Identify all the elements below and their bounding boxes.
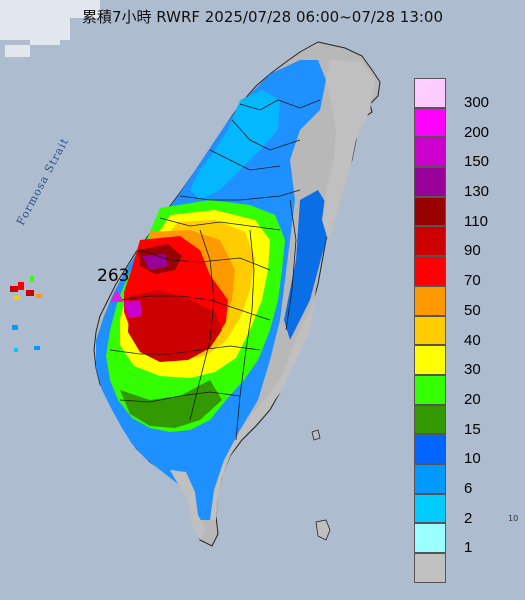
legend-row: 30 [414,345,514,379]
county-borders [109,99,321,441]
legend-label: 110 [464,212,488,230]
legend-row: 2 [414,493,514,527]
corner-mark: 10 [508,514,519,523]
max-value-label: 263 [97,266,130,286]
legend-swatch [414,493,446,524]
legend-label: 90 [464,242,481,260]
legend-label: 30 [464,361,481,379]
legend-row: 90 [414,226,514,260]
legend-row: 20 [414,374,514,408]
legend-row: 300 [414,78,514,111]
legend-swatch [414,345,446,375]
legend-label: 50 [464,301,481,319]
legend-swatch [414,404,446,435]
legend-swatch [414,226,446,257]
legend-label: 200 [464,123,490,141]
legend-label: 2 [464,509,473,527]
legend-swatch [414,196,446,227]
legend-label: 10 [464,450,481,468]
legend-row: 6 [414,463,514,497]
max-value-marker-icon [110,290,124,302]
legend-row: 110 [414,196,514,230]
rain-zone-lightblue [190,90,280,200]
legend-row: 150 [414,137,514,171]
legend-row: 1 [414,523,514,557]
cloud-patches [0,0,100,57]
offshore-rain [10,276,42,352]
legend-swatch [414,374,446,405]
legend-label: 40 [464,331,481,349]
dry-zone-south [170,470,206,540]
legend-swatch [414,167,446,197]
legend-swatch [414,285,446,316]
legend-swatch [414,137,446,168]
legend-row [414,553,514,583]
legend-row: 10 [414,434,514,468]
legend-swatch [414,256,446,286]
legend-label: 15 [464,420,481,438]
rain-zone-purple [142,254,168,270]
legend-row: 40 [414,315,514,349]
legend-label: 20 [464,390,481,408]
legend-row: 50 [414,285,514,319]
page-title: 累積7小時 RWRF 2025/07/28 06:00~07/28 13:00 [81,8,444,26]
rain-zone-darkgreen [120,380,222,428]
legend-label: 70 [464,272,481,290]
legend-swatch [414,434,446,464]
legend-swatch [414,523,446,553]
legend-swatch [414,78,446,108]
legend-swatch [414,107,446,138]
dry-zone-southeast [210,290,316,520]
legend-label: 150 [464,153,490,171]
rain-zone-east-blue [284,190,330,340]
legend-label: 6 [464,479,473,497]
legend-swatch [414,315,446,346]
orchid-island [315,519,331,541]
legend-swatch [414,553,446,583]
rain-zone-magenta [124,300,142,318]
legend-label: 1 [464,539,473,557]
legend-row: 70 [414,256,514,290]
green-island [311,429,321,441]
legend-label: 130 [464,183,490,201]
legend-row: 130 [414,167,514,201]
legend-swatch [414,463,446,494]
dry-zone-east [322,60,375,240]
legend-row: 15 [414,404,514,438]
legend-row: 200 [414,107,514,141]
legend-label: 300 [464,94,490,111]
rain-zone-darkred [128,290,222,362]
legend: 300 200 150 130 110 90 70 50 40 30 20 15 10 6 2 1 [414,78,514,583]
